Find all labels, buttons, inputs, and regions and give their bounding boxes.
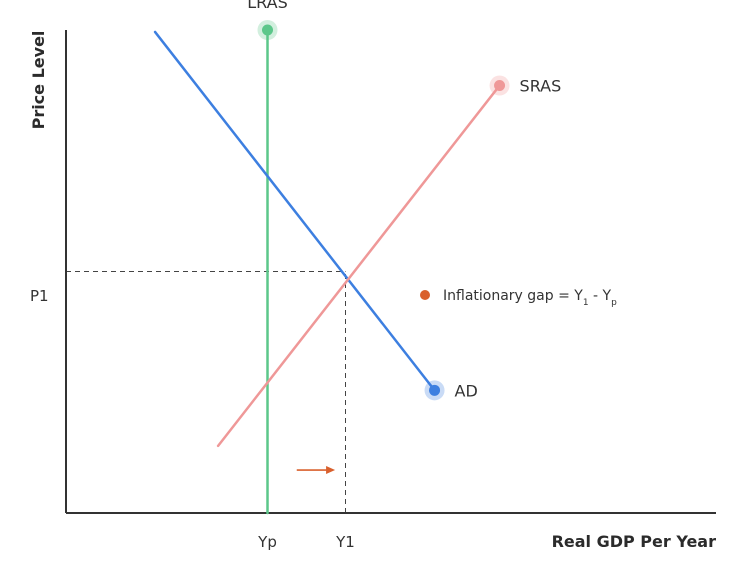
shift-arrow-head — [326, 466, 336, 475]
x-tick-label-y1: Y1 — [335, 533, 355, 551]
series-lines — [153, 28, 501, 515]
y-tick-label-p1: P1 — [30, 287, 49, 305]
lras-marker — [262, 24, 273, 36]
ad-marker — [429, 384, 441, 396]
x-tick-label-yp: Yp — [257, 533, 277, 551]
lras-label: LRAS — [247, 0, 287, 12]
sras-label: SRAS — [520, 77, 562, 96]
legend-inflationary-gap: Inflationary gap = Y1 - Yp — [443, 288, 617, 308]
sras-curve — [216, 84, 501, 448]
series-end-markers — [257, 20, 510, 401]
sras-marker — [494, 80, 506, 92]
ad-curve — [153, 30, 436, 392]
ad-label: AD — [455, 381, 478, 400]
guide-lines — [66, 271, 346, 513]
shift-arrow-group — [296, 466, 336, 475]
legend-marker — [420, 290, 430, 300]
axes — [65, 30, 716, 514]
x-axis-title: Real GDP Per Year — [552, 532, 717, 551]
y-axis-title: Price Level — [29, 31, 48, 130]
